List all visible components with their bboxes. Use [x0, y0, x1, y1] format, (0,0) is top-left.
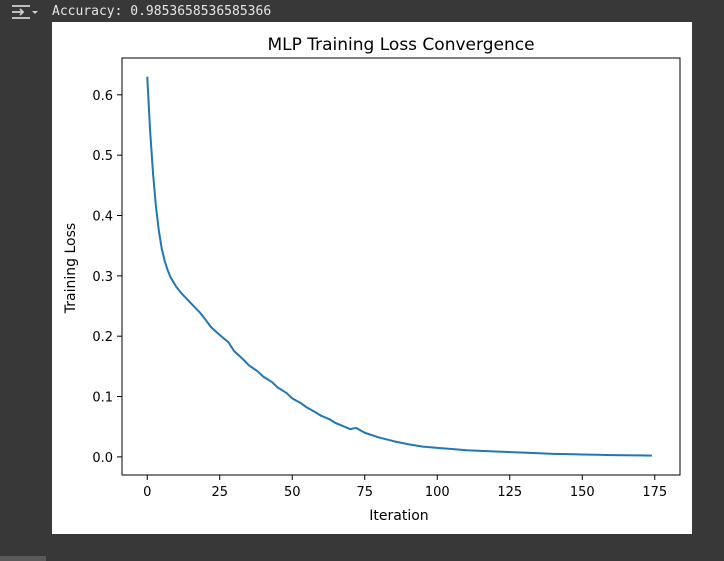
chart-title: MLP Training Loss Convergence: [267, 35, 534, 55]
y-tick-label: 0.4: [92, 210, 113, 225]
scroll-indicator: [0, 556, 46, 561]
y-tick-label: 0.6: [92, 89, 113, 104]
series-group: [146, 76, 652, 457]
plot-area: [121, 57, 681, 476]
x-tick-label: 0: [143, 485, 151, 500]
x-tick-label: 25: [211, 485, 228, 500]
y-axis-label: Training Loss: [63, 223, 79, 314]
figure-card: MLP Training Loss Convergence Iteration …: [52, 22, 692, 534]
y-tick-label: 0.1: [92, 391, 113, 406]
loss-chart: MLP Training Loss Convergence Iteration …: [63, 35, 681, 524]
loss-line: [146, 76, 652, 457]
y-tick-label: 0.2: [92, 330, 113, 345]
output-toolbar: [0, 0, 50, 30]
axis-ticks: 0 25 50 75 100 125 150 175 0.0 0.1 0.2 0.3 0.4 0.5 0.6: [92, 89, 667, 500]
y-tick-label: 0.3: [92, 270, 113, 285]
x-tick-label: 75: [356, 485, 373, 500]
y-tick-label: 0.5: [92, 149, 113, 164]
x-tick-label: 175: [642, 485, 667, 500]
x-tick-label: 100: [425, 485, 450, 500]
x-tick-label: 150: [570, 485, 595, 500]
output-text: Accuracy: 0.9853658536585366: [52, 4, 272, 19]
x-tick-label: 50: [284, 485, 301, 500]
x-axis-label: Iteration: [369, 508, 428, 524]
y-tick-label: 0.0: [92, 451, 113, 466]
x-tick-label: 125: [497, 485, 522, 500]
output-toggle-icon[interactable]: [8, 3, 38, 23]
